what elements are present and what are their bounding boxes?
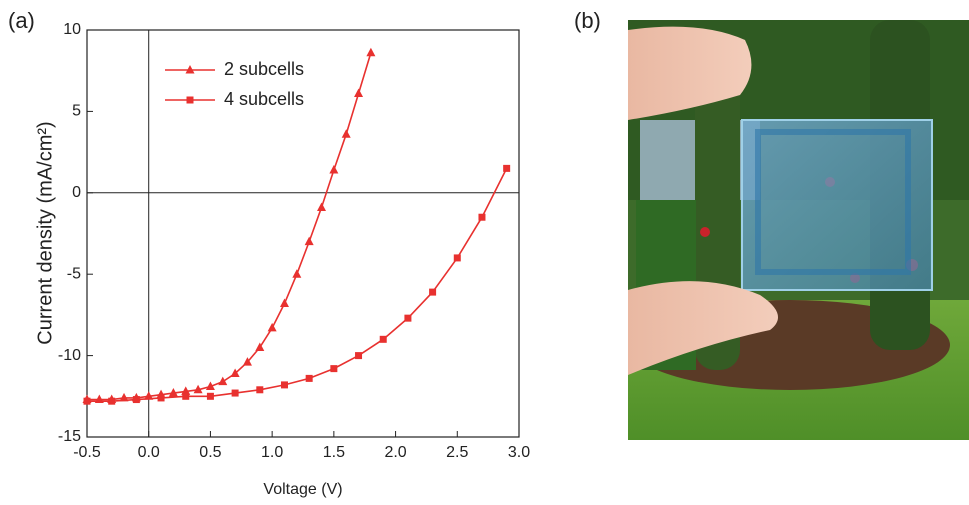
rose xyxy=(700,227,710,237)
point xyxy=(256,386,264,394)
x-tick-label: 0.5 xyxy=(199,444,221,461)
point xyxy=(231,389,239,397)
point xyxy=(292,269,302,278)
point xyxy=(279,298,289,308)
point xyxy=(168,388,178,397)
point xyxy=(255,342,265,351)
point xyxy=(182,392,190,400)
y-tick-label: -5 xyxy=(67,265,81,282)
x-tick-label: 1.0 xyxy=(261,444,283,461)
point xyxy=(132,396,140,404)
point xyxy=(230,368,240,378)
y-tick-label: -15 xyxy=(58,428,81,445)
point xyxy=(205,381,215,391)
x-tick-label: 0.0 xyxy=(138,444,160,461)
y-tick-label: -10 xyxy=(58,347,81,364)
point xyxy=(119,392,129,402)
point xyxy=(329,165,339,174)
x-axis-label: Voltage (V) xyxy=(263,481,342,498)
legend-label: 2 subcells xyxy=(224,59,304,79)
point xyxy=(304,236,314,246)
point xyxy=(206,392,214,400)
point xyxy=(453,254,461,262)
point xyxy=(317,202,327,211)
point xyxy=(305,374,313,382)
legend-marker xyxy=(186,96,194,104)
point xyxy=(108,397,116,405)
point xyxy=(280,381,288,389)
point xyxy=(366,47,376,57)
y-tick-label: 0 xyxy=(72,184,81,201)
point xyxy=(503,164,511,172)
point xyxy=(379,335,387,343)
y-axis-label: Current density (mA/cm²) xyxy=(34,121,56,344)
photo xyxy=(628,20,969,440)
x-tick-label: 2.0 xyxy=(384,444,406,461)
subcells xyxy=(755,129,911,275)
point xyxy=(354,88,364,97)
point xyxy=(341,129,351,138)
axes-frame xyxy=(86,29,520,438)
panel-label: (b) xyxy=(574,8,601,33)
point xyxy=(429,288,437,296)
point xyxy=(83,397,91,405)
point xyxy=(478,213,486,221)
point xyxy=(242,357,252,366)
x-tick-label: 2.5 xyxy=(446,444,468,461)
plot-area: -0.5 0.0 0.5 1.0 1.5 2.0 2.5 3.0 -15 -10 -5 0 5 10 2 s… xyxy=(58,21,530,461)
thumb xyxy=(628,281,778,375)
y-tick-label: 5 xyxy=(72,103,81,120)
point xyxy=(267,322,277,332)
line xyxy=(87,168,508,402)
point xyxy=(181,386,191,395)
point xyxy=(157,394,165,402)
x-tick-label: 1.5 xyxy=(323,444,345,461)
point xyxy=(193,384,203,394)
solar-module xyxy=(741,119,933,291)
legend-label: 4 subcells xyxy=(224,89,304,109)
point xyxy=(404,314,412,322)
panel-label: (a) xyxy=(8,8,35,33)
y-tick-label: 10 xyxy=(63,21,81,38)
x-tick-label: -0.5 xyxy=(73,444,101,461)
point xyxy=(355,352,363,360)
legend-marker xyxy=(185,65,195,74)
finger xyxy=(628,26,752,121)
point xyxy=(144,391,154,400)
x-tick-label: 3.0 xyxy=(508,444,530,461)
point xyxy=(218,376,228,386)
point xyxy=(330,365,338,373)
